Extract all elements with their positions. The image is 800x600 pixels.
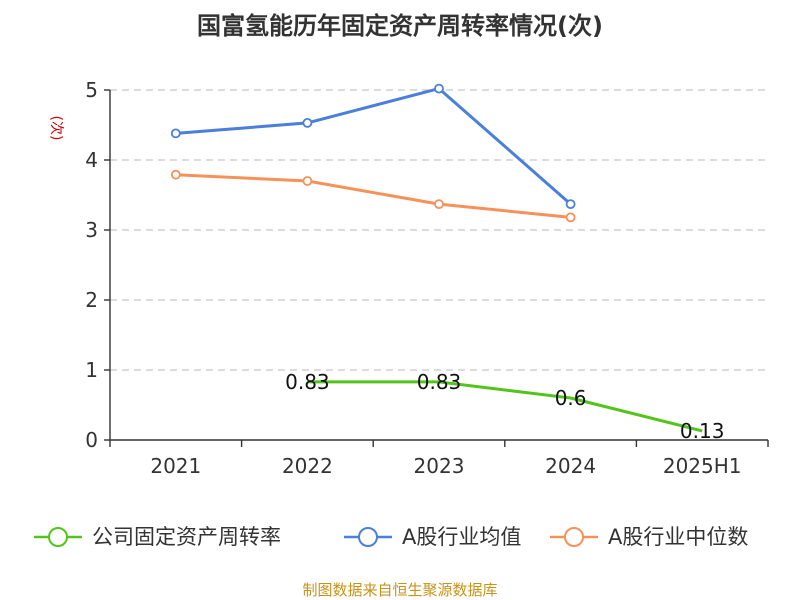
data-point [302,176,313,186]
chart-title: 国富氢能历年固定资产周转率情况(次) [197,12,603,40]
data-point [434,199,444,210]
data-label: 0.83 [285,370,330,394]
x-tick-label: 2023 [414,454,465,478]
x-tick-label: 2024 [545,454,596,478]
data-labels: 0.83 0.83 0.6 0.13 [285,370,724,443]
y-tick-label: 5 [85,78,98,102]
legend-label: 公司固定资产周转率 [92,525,281,549]
legend-marker-icon [564,527,584,547]
data-point [565,212,576,223]
x-tick-label: 2021 [150,454,201,478]
y-axis-label: (次) [48,116,64,141]
series-line-1 [175,87,572,206]
data-point [302,118,313,128]
y-tick-label: 2 [85,288,98,312]
data-label: 0.83 [417,370,462,394]
y-tick-label: 1 [85,358,98,382]
legend-label: A股行业中位数 [608,525,748,549]
series-lines [170,83,703,433]
data-point [434,83,444,94]
legend[interactable]: 公司固定资产周转率 A股行业均值 A股行业中位数 [34,525,748,549]
data-point [170,128,181,139]
axes: 0 1 2 3 4 5 2021 2022 2023 2024 2025H1 [85,78,769,478]
y-tick-label: 3 [85,218,98,242]
y-tick-label: 0 [85,428,98,452]
x-tick-label: 2022 [282,454,333,478]
legend-marker-icon [48,527,68,547]
series-line-0 [307,380,703,433]
legend-marker-icon [358,527,378,547]
data-label: 0.13 [680,419,725,443]
x-tick-label: 2025H1 [663,454,742,478]
legend-label: A股行业均值 [402,525,521,549]
data-label: 0.6 [555,386,587,410]
data-point [565,199,576,210]
y-tick-label: 4 [85,148,98,172]
data-point [170,169,181,180]
series-line-2 [175,173,571,219]
source-note: 制图数据来自恒生聚源数据库 [302,581,497,599]
